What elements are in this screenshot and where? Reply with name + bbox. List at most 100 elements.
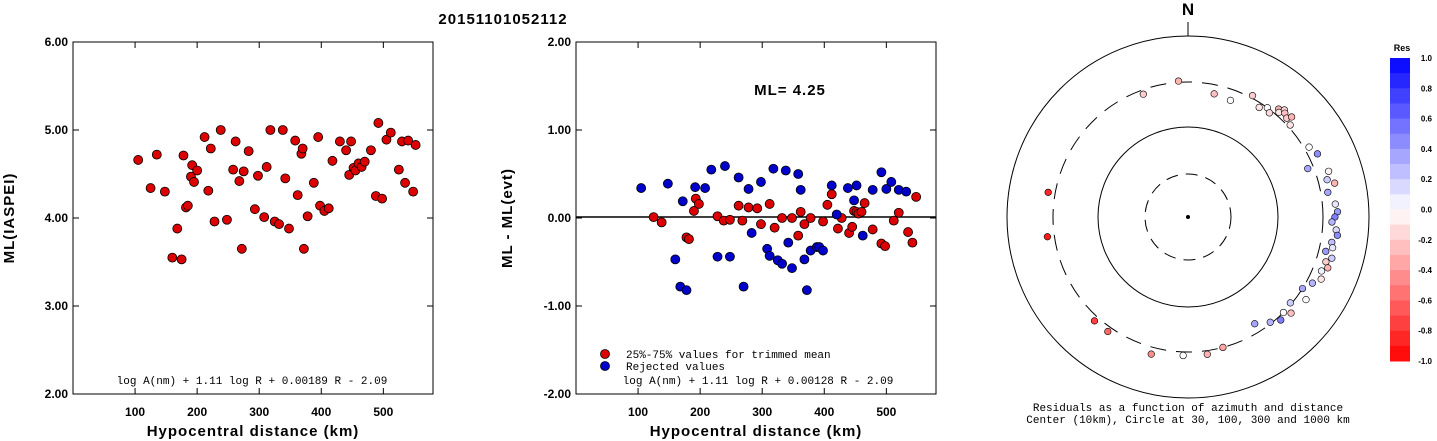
ml-annotation: ML= 4.25 xyxy=(754,82,826,99)
data-point xyxy=(793,169,804,179)
station-point xyxy=(1298,284,1307,293)
x-axis-label: Hypocentral distance (km) xyxy=(650,423,863,440)
colorbar-cell xyxy=(1390,224,1410,241)
station-point xyxy=(1333,231,1341,239)
station-point xyxy=(1266,318,1274,326)
data-point xyxy=(911,191,922,202)
station-point xyxy=(1324,264,1332,272)
station-point xyxy=(1331,200,1339,208)
station-point xyxy=(1329,244,1337,252)
colorbar-tick-label: -0.4 xyxy=(1418,266,1432,275)
y-tick-group: -2.00 -1.00 0.00 1.00 2.00 xyxy=(544,35,936,401)
data-point xyxy=(290,135,301,146)
data-points xyxy=(636,161,922,296)
data-point xyxy=(867,224,878,235)
data-point xyxy=(818,245,828,256)
colorbar-cell xyxy=(1390,254,1410,271)
colorbar-cell xyxy=(1390,239,1410,256)
data-point xyxy=(888,215,899,226)
data-point xyxy=(308,177,319,188)
data-point xyxy=(880,241,891,252)
data-point xyxy=(400,177,410,188)
station-point xyxy=(1325,167,1333,175)
data-point xyxy=(298,243,309,254)
data-point xyxy=(801,285,812,296)
data-point xyxy=(203,185,214,196)
x-tick-group: 100 200 300 400 500 xyxy=(628,42,897,419)
colorbar-cell xyxy=(1390,148,1410,165)
data-point xyxy=(777,258,787,269)
station-point xyxy=(1139,90,1147,98)
y-axis-label: ML - ML(evt) xyxy=(499,168,516,268)
data-point xyxy=(230,136,241,147)
ring-1000km xyxy=(1006,35,1370,399)
data-point xyxy=(341,145,352,156)
data-point xyxy=(403,135,414,146)
data-point xyxy=(393,164,404,175)
data-point xyxy=(847,221,858,232)
y-tick-label: 2.00 xyxy=(548,35,572,49)
data-point xyxy=(176,254,187,265)
station-point xyxy=(1302,296,1310,304)
station-point xyxy=(1331,179,1339,187)
colorbar-ticks: 1.0 0.8 0.6 0.4 0.2 0.0 -0.2 -0.4 -0.6 -0.8 -1.0 xyxy=(1418,54,1432,366)
data-point xyxy=(856,206,867,217)
data-point xyxy=(151,149,162,160)
station-point xyxy=(1287,309,1295,317)
colorbar-cell xyxy=(1390,345,1410,362)
station-point xyxy=(1308,279,1316,287)
y-tick-group: 2.00 3.00 4.00 5.00 6.00 xyxy=(45,35,433,401)
data-point xyxy=(172,223,183,234)
data-point xyxy=(689,206,699,216)
data-point xyxy=(243,146,254,157)
data-point xyxy=(746,228,757,238)
y-tick-label: 5.00 xyxy=(45,123,69,137)
data-point xyxy=(787,213,797,223)
data-point xyxy=(725,214,735,225)
data-point xyxy=(893,207,904,218)
colorbar-cell xyxy=(1390,118,1410,135)
data-point xyxy=(903,227,913,237)
x-tick-label: 400 xyxy=(311,405,331,419)
data-point xyxy=(777,213,787,223)
legend-marker-trimmed xyxy=(600,349,610,359)
data-point xyxy=(818,216,828,227)
data-point xyxy=(236,243,247,254)
station-point xyxy=(1324,188,1332,196)
station-point xyxy=(1322,258,1330,266)
x-tick-label: 500 xyxy=(373,405,393,419)
data-point xyxy=(712,251,723,262)
data-point xyxy=(366,145,376,156)
legend-marker-rejected xyxy=(600,361,610,371)
formula-text: log A(nm) + 1.11 log R + 0.00189 R - 2.0… xyxy=(117,376,388,388)
data-point xyxy=(857,230,868,241)
x-axis-label: Hypocentral distance (km) xyxy=(147,423,360,440)
station-point xyxy=(1279,308,1288,317)
data-point xyxy=(302,211,313,222)
colorbar-cell xyxy=(1390,194,1410,210)
data-point xyxy=(743,202,754,213)
y-tick-label: -1.00 xyxy=(544,299,572,313)
data-point xyxy=(833,223,843,234)
data-point xyxy=(783,237,794,248)
data-point xyxy=(780,165,791,176)
data-point xyxy=(133,155,144,165)
data-point xyxy=(769,222,780,233)
data-point xyxy=(159,186,170,197)
data-point xyxy=(720,161,730,171)
station-points xyxy=(1043,77,1342,360)
colorbar-tick-label: 0.6 xyxy=(1421,115,1433,124)
data-point xyxy=(274,219,284,230)
colorbar-tick-label: -0.6 xyxy=(1418,296,1432,305)
data-point xyxy=(277,125,288,135)
x-tick-label: 100 xyxy=(628,405,648,419)
station-point xyxy=(1304,165,1312,173)
colorbar-tick-label: -0.8 xyxy=(1418,327,1432,336)
data-point xyxy=(192,165,203,176)
station-point xyxy=(1323,176,1331,184)
data-point xyxy=(738,281,749,292)
data-point xyxy=(249,204,260,215)
station-point xyxy=(1328,218,1336,226)
data-point xyxy=(265,125,276,135)
